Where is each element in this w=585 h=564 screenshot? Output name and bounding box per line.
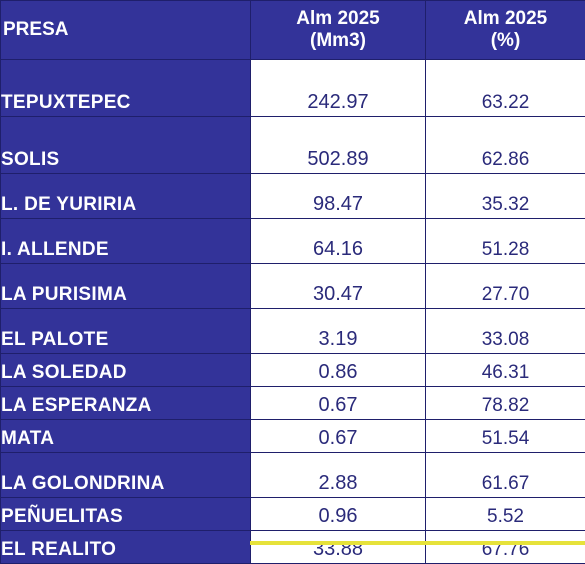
storage-pct: 61.67	[426, 453, 585, 498]
storage-pct: 51.28	[426, 219, 585, 264]
storage-pct: 5.52	[426, 498, 585, 531]
dam-name: PEÑUELITAS	[1, 498, 251, 531]
table-row: SOLIS 502.89 62.86	[1, 117, 585, 174]
dam-name: TEPUXTEPEC	[1, 60, 251, 117]
dam-name: L. DE YURIRIA	[1, 174, 251, 219]
table-row: TEPUXTEPEC 242.97 63.22	[1, 60, 585, 117]
dam-name: EL REALITO	[1, 531, 251, 564]
storage-mm3: 0.96	[251, 498, 426, 531]
header-storage-mm3-line2: (Mm3)	[310, 30, 366, 51]
storage-pct: 62.86	[426, 117, 585, 174]
dam-name: LA ESPERANZA	[1, 387, 251, 420]
storage-mm3: 0.67	[251, 420, 426, 453]
storage-pct: 27.70	[426, 264, 585, 309]
dam-name: LA GOLONDRINA	[1, 453, 251, 498]
storage-mm3: 33.88	[251, 531, 426, 564]
table-row: LA GOLONDRINA 2.88 61.67	[1, 453, 585, 498]
dam-name: I. ALLENDE	[1, 219, 251, 264]
table-row: EL PALOTE 3.19 33.08	[1, 309, 585, 354]
storage-mm3: 0.86	[251, 354, 426, 387]
header-row: PRESA Alm 2025 (Mm3) Alm 2025 (%)	[1, 1, 585, 60]
header-storage-pct-line2: (%)	[491, 30, 521, 51]
header-presa: PRESA	[1, 1, 251, 60]
dam-name: LA PURISIMA	[1, 264, 251, 309]
header-storage-pct: Alm 2025 (%)	[426, 1, 585, 60]
accent-rule	[250, 541, 585, 545]
storage-pct: 33.08	[426, 309, 585, 354]
storage-mm3: 242.97	[251, 60, 426, 117]
dam-name: MATA	[1, 420, 251, 453]
table-row: EL REALITO 33.88 67.76	[1, 531, 585, 564]
storage-pct: 78.82	[426, 387, 585, 420]
table-row: I. ALLENDE 64.16 51.28	[1, 219, 585, 264]
table-row: LA SOLEDAD 0.86 46.31	[1, 354, 585, 387]
storage-mm3: 30.47	[251, 264, 426, 309]
storage-mm3: 0.67	[251, 387, 426, 420]
table-row: MATA 0.67 51.54	[1, 420, 585, 453]
storage-mm3: 64.16	[251, 219, 426, 264]
dam-name: LA SOLEDAD	[1, 354, 251, 387]
storage-pct: 46.31	[426, 354, 585, 387]
header-storage-mm3-line1: Alm 2025	[296, 8, 379, 29]
storage-mm3: 3.19	[251, 309, 426, 354]
storage-mm3: 98.47	[251, 174, 426, 219]
dam-name: SOLIS	[1, 117, 251, 174]
header-storage-pct-line1: Alm 2025	[464, 8, 547, 29]
header-storage-mm3: Alm 2025 (Mm3)	[251, 1, 426, 60]
dam-name: EL PALOTE	[1, 309, 251, 354]
table-row: L. DE YURIRIA 98.47 35.32	[1, 174, 585, 219]
table-row: PEÑUELITAS 0.96 5.52	[1, 498, 585, 531]
table-row: LA PURISIMA 30.47 27.70	[1, 264, 585, 309]
storage-pct: 35.32	[426, 174, 585, 219]
storage-pct: 63.22	[426, 60, 585, 117]
storage-mm3: 502.89	[251, 117, 426, 174]
table-row: LA ESPERANZA 0.67 78.82	[1, 387, 585, 420]
storage-pct: 51.54	[426, 420, 585, 453]
storage-pct: 67.76	[426, 531, 585, 564]
storage-mm3: 2.88	[251, 453, 426, 498]
